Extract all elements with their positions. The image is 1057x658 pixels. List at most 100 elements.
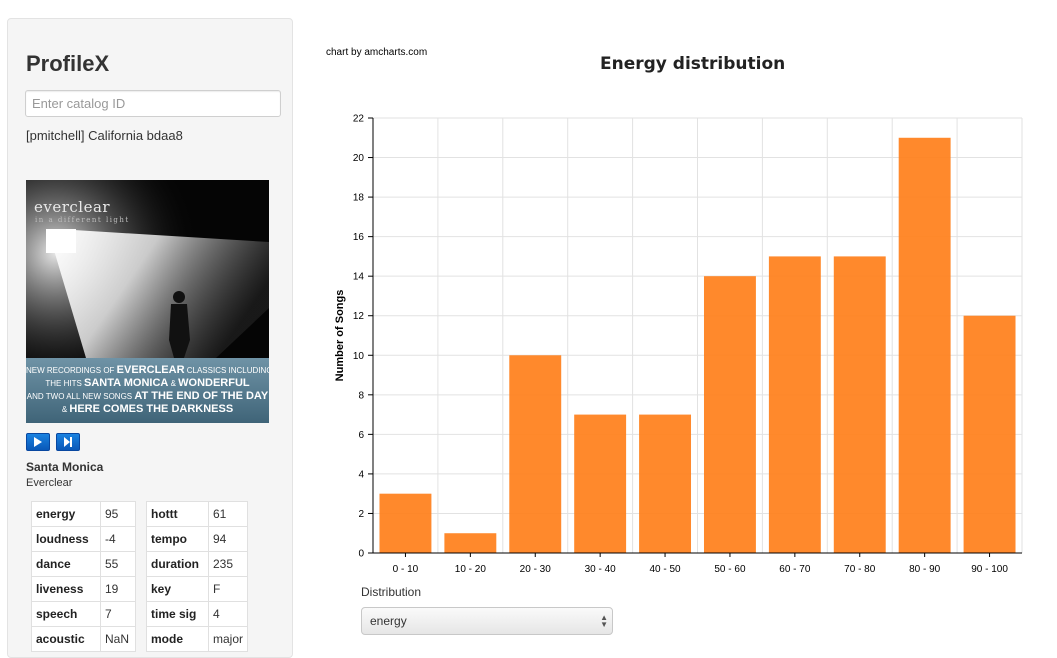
select-arrows-icon: ▲ ▼ [600, 613, 608, 629]
song-title: Santa Monica [26, 460, 104, 474]
distribution-select[interactable]: energy ▲ ▼ [361, 607, 613, 635]
play-icon [34, 437, 42, 447]
attribute-value: 19 [100, 576, 136, 602]
attributes-table-left: energy 95 loudness -4 dance 55 liveness 19 speec… [31, 501, 136, 652]
promo-segment: the hits [45, 379, 85, 388]
promo-segment: WONDERFUL [178, 377, 250, 389]
attribute-row: loudness -4 [31, 526, 136, 552]
x-tick-label: 70 - 80 [844, 564, 876, 575]
promo-line: the hits SANTA MONICA & WONDERFUL [26, 377, 269, 390]
album-promo-text: New recordings of EVERCLEAR classics inc… [26, 358, 269, 423]
promo-segment: classics including [184, 366, 269, 375]
promo-line: and two all new songs AT THE END OF THE … [26, 390, 269, 403]
attribute-row: duration 235 [146, 551, 249, 577]
attribute-value: 55 [100, 551, 136, 577]
profile-id-text: [pmitchell] California bdaa8 [26, 128, 183, 143]
y-axis-label: Number of Songs [334, 290, 346, 382]
sidebar: ProfileX [pmitchell] California bdaa8 [7, 18, 293, 658]
attribute-value: F [207, 576, 249, 602]
distribution-label: Distribution [361, 585, 422, 599]
bar [703, 276, 756, 553]
y-tick-label: 16 [353, 232, 365, 243]
bar [509, 355, 562, 553]
bar [379, 493, 432, 553]
player-controls [26, 433, 82, 451]
y-tick-label: 8 [358, 390, 364, 401]
x-tick-label: 20 - 30 [520, 564, 552, 575]
play-button[interactable] [26, 433, 50, 451]
attribute-row: mode major [146, 626, 249, 652]
promo-lines: New recordings of EVERCLEAR classics inc… [26, 364, 269, 416]
promo-segment: AT THE END OF THE DAY [134, 390, 269, 402]
album-subtitle: in a different light [35, 216, 130, 224]
y-tick-label: 4 [358, 469, 364, 480]
app-title: ProfileX [26, 51, 110, 76]
attribute-row: key F [146, 576, 249, 602]
x-tick-label: 90 - 100 [971, 564, 1008, 575]
album-band-name: everclear [34, 198, 111, 216]
promo-line: New recordings of EVERCLEAR classics inc… [26, 364, 269, 377]
y-tick-label: 18 [353, 193, 365, 204]
bar [574, 414, 627, 553]
y-tick-label: 2 [358, 509, 364, 520]
x-tick-label: 10 - 20 [455, 564, 487, 575]
attribute-row: hottt 61 [146, 501, 249, 527]
promo-segment: SANTA MONICA [84, 377, 169, 389]
attribute-value: 4 [207, 601, 249, 627]
x-tick-label: 60 - 70 [779, 564, 811, 575]
skip-next-icon [64, 437, 73, 447]
promo-segment: & [61, 405, 70, 414]
attribute-value: NaN [100, 626, 136, 652]
attribute-key: mode [146, 626, 209, 652]
attribute-key: key [146, 576, 209, 602]
attribute-key: duration [146, 551, 209, 577]
promo-segment: EVERCLEAR [116, 364, 185, 376]
promo-segment: New recordings of [26, 366, 117, 375]
catalog-id-input[interactable] [25, 90, 281, 117]
attribute-value: major [207, 626, 249, 652]
promo-segment: and two all new songs [26, 392, 135, 401]
attribute-value: 7 [100, 601, 136, 627]
bar [898, 137, 951, 554]
attribute-row: time sig 4 [146, 601, 249, 627]
promo-line: & HERE COMES THE DARKNESS [26, 403, 269, 416]
attribute-key: liveness [31, 576, 101, 602]
distribution-selected-value: energy [370, 614, 407, 628]
attribute-row: liveness 19 [31, 576, 136, 602]
promo-segment: HERE COMES THE DARKNESS [69, 403, 234, 415]
bar [639, 414, 692, 553]
y-tick-label: 6 [358, 430, 364, 441]
chart-title: Energy distribution [600, 54, 786, 74]
chart-credit-link[interactable]: chart by amcharts.com [326, 47, 428, 58]
attribute-value: 235 [207, 551, 249, 577]
x-tick-label: 50 - 60 [714, 564, 746, 575]
attribute-key: hottt [146, 501, 209, 527]
attribute-key: dance [31, 551, 101, 577]
y-tick-label: 14 [353, 272, 365, 283]
bar [963, 315, 1016, 553]
x-tick-label: 40 - 50 [649, 564, 681, 575]
attribute-row: dance 55 [31, 551, 136, 577]
x-tick-label: 0 - 10 [393, 564, 419, 575]
promo-segment: & [168, 379, 179, 388]
bar [833, 256, 886, 553]
y-tick-label: 12 [353, 311, 365, 322]
y-tick-label: 22 [353, 114, 365, 125]
y-tick-label: 10 [353, 351, 365, 362]
x-tick-label: 80 - 90 [909, 564, 941, 575]
attribute-row: speech 7 [31, 601, 136, 627]
next-button[interactable] [56, 433, 81, 451]
bar [444, 533, 497, 553]
attribute-row: acoustic NaN [31, 626, 136, 652]
bar [768, 256, 821, 553]
attribute-value: -4 [100, 526, 136, 552]
attribute-key: loudness [31, 526, 101, 552]
y-tick-label: 20 [353, 153, 365, 164]
y-tick-label: 0 [358, 549, 364, 560]
song-artist: Everclear [26, 477, 73, 489]
album-art: everclear in a different light New recor… [26, 180, 269, 423]
attribute-key: acoustic [31, 626, 101, 652]
x-tick-label: 30 - 40 [585, 564, 617, 575]
